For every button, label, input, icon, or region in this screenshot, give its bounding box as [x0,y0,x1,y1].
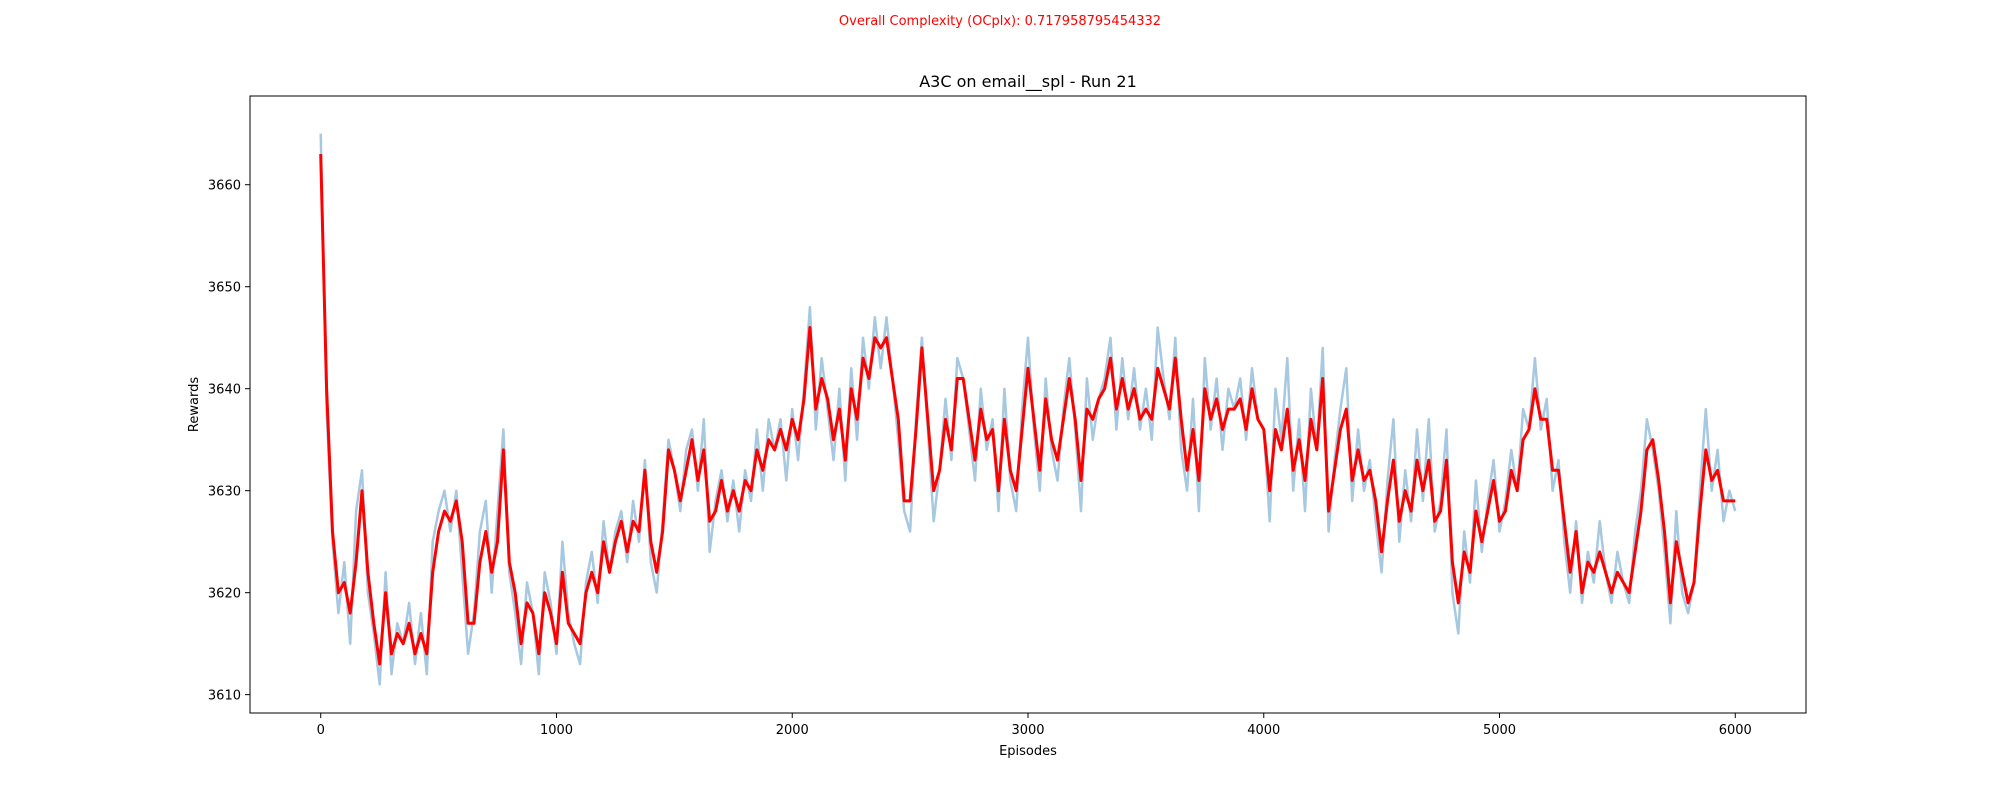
y-tick-label: 3610 [208,689,241,704]
y-axis: 3610 3620 3630 3640 3650 3660 [208,179,250,704]
y-axis-label: Rewards [187,377,202,432]
y-tick-label: 3650 [208,281,241,296]
smoothed-rewards-line [319,154,1736,666]
plot-area [319,133,1737,686]
plot-frame [249,95,1807,714]
y-tick-label: 3630 [208,485,241,500]
x-tick-label: 3000 [1011,723,1044,738]
x-axis: 0 1000 2000 3000 4000 5000 6000 [317,713,1752,738]
y-tick-label: 3620 [208,587,241,602]
x-axis-label: Episodes [999,744,1057,759]
x-tick-label: 6000 [1719,723,1752,738]
x-tick-label: 2000 [776,723,809,738]
x-tick-label: 4000 [1247,723,1280,738]
x-tick-label: 1000 [540,723,573,738]
y-tick-label: 3660 [208,179,241,194]
x-tick-label: 0 [317,723,325,738]
y-tick-label: 3640 [208,383,241,398]
chart-title: A3C on email__spl - Run 21 [919,72,1137,92]
overall-complexity-suptitle: Overall Complexity (OCplx): 0.7179587954… [838,14,1162,29]
x-tick-label: 5000 [1483,723,1516,738]
raw-rewards-line [319,133,1737,686]
